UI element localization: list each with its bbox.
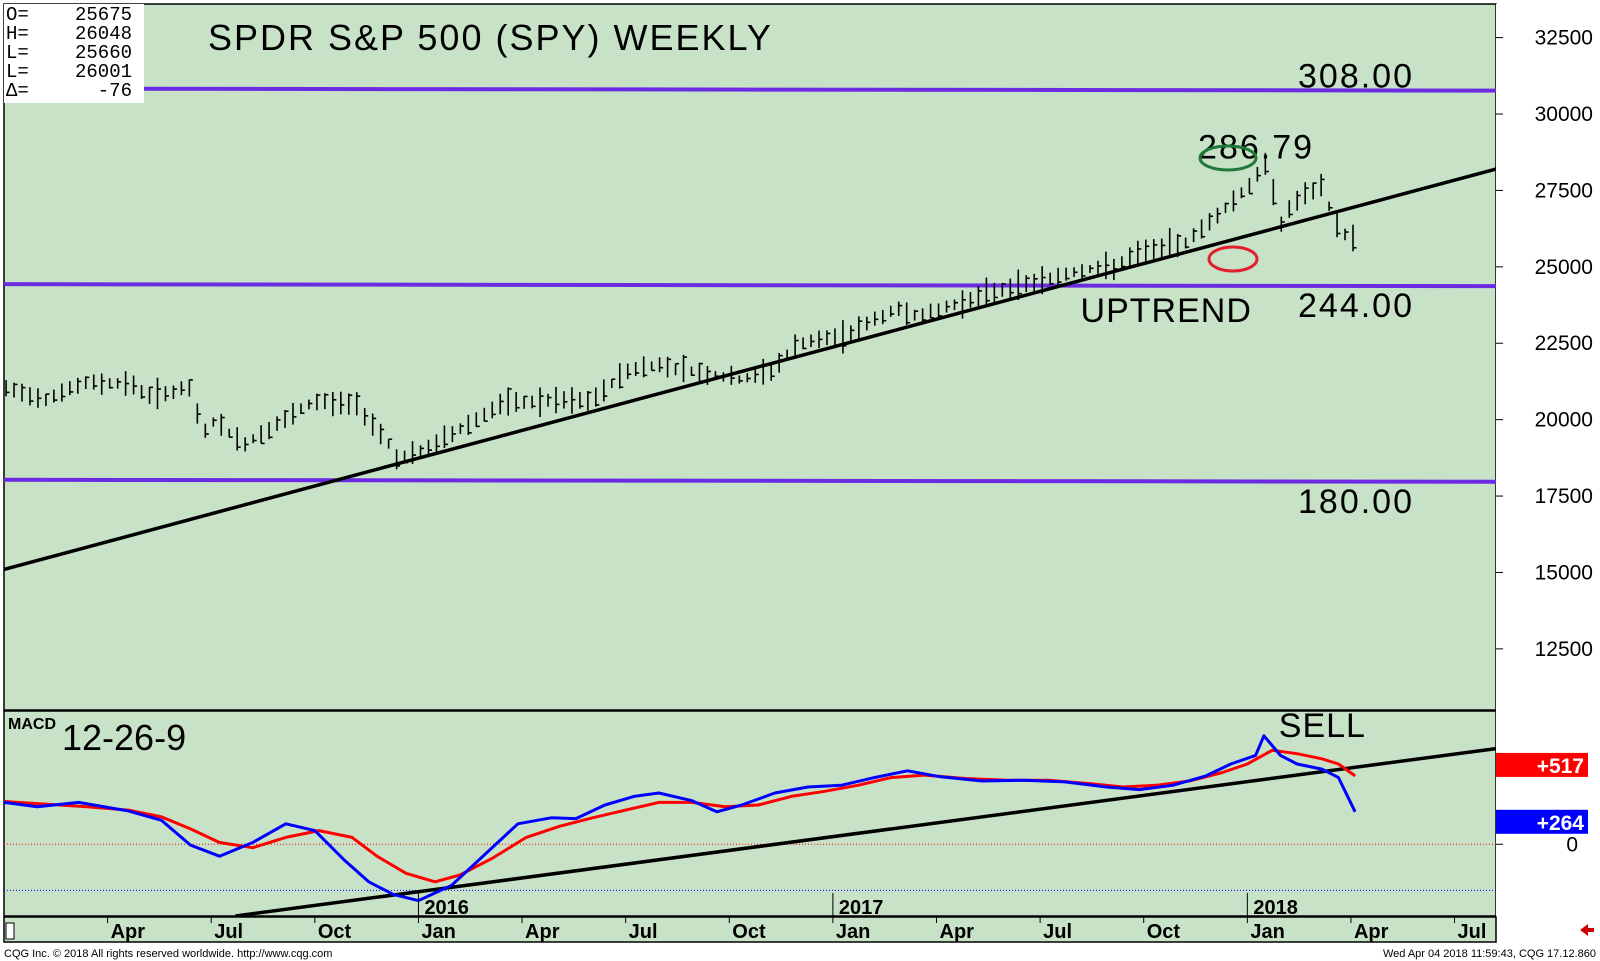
level-label: 308.00 — [1298, 58, 1414, 96]
y-tick-label: 30000 — [1535, 103, 1593, 126]
ohlc-label: L= — [6, 61, 29, 83]
axis-background — [1496, 4, 1596, 942]
scroll-handle[interactable] — [5, 922, 15, 940]
macd-line — [3, 734, 1357, 903]
y-tick-label: 25000 — [1535, 256, 1593, 279]
trendline — [3, 167, 1497, 572]
x-tick-label: Oct — [1147, 921, 1181, 943]
ohlc-label: Δ= — [6, 80, 29, 102]
value-badge — [1496, 809, 1588, 834]
ohlc-label: O= — [6, 4, 29, 26]
year-label: 2018 — [1253, 897, 1298, 919]
x-tick-label: Jan — [836, 921, 870, 943]
y-tick-label: 15000 — [1535, 561, 1593, 584]
ohlc-label: L= — [6, 42, 29, 64]
macd-parameters: 12-26-9 — [62, 717, 186, 758]
horizontal-line — [3, 477, 1497, 484]
x-tick-label: Jul — [1458, 921, 1487, 943]
high-marker-ellipse — [1198, 144, 1258, 172]
low-marker-ellipse — [1207, 245, 1259, 273]
x-tick-label: Apr — [940, 921, 975, 943]
x-tick-label: Apr — [1354, 921, 1389, 943]
value-badge-label: +264 — [1537, 812, 1585, 835]
ohlc-value: 25675 — [75, 4, 132, 26]
footer-copyright: CQG Inc. © 2018 All rights reserved worl… — [4, 948, 332, 960]
uptrend-label: UPTREND — [1081, 292, 1252, 330]
value-badge-label: +517 — [1537, 755, 1584, 778]
x-tick-label: Apr — [111, 921, 146, 943]
y-tick-label: 17500 — [1535, 485, 1593, 508]
y-tick-label: 22500 — [1535, 332, 1593, 355]
ohlc-value: 25660 — [75, 42, 132, 64]
support-resistance-lines — [3, 86, 1497, 484]
x-tick-label: Jul — [629, 921, 658, 943]
y-tick-label: 27500 — [1535, 179, 1593, 202]
ohlc-value: 26048 — [75, 23, 132, 45]
sell-label: SELL — [1279, 707, 1366, 745]
level-label: 180.00 — [1298, 483, 1414, 521]
ohlc-label: H= — [6, 23, 29, 45]
level-label: 244.00 — [1298, 287, 1414, 325]
macd-annotations: SELL — [1279, 707, 1366, 745]
x-tick-label: Jul — [1043, 921, 1072, 943]
x-tick-label: Jan — [421, 921, 455, 943]
x-tick-label: Apr — [525, 921, 560, 943]
uptrend-line — [3, 167, 1497, 572]
macd-zero-label: 0 — [1566, 833, 1578, 856]
right-axis: 32500 30000 27500 25000 22500 20000 17500 15000… — [1496, 4, 1596, 942]
y-tick-label: 20000 — [1535, 409, 1593, 432]
horizontal-line — [3, 282, 1497, 289]
scroll-right-arrow-icon[interactable] — [1580, 924, 1594, 936]
x-tick-label: Oct — [318, 921, 352, 943]
ohlc-value: -76 — [98, 80, 132, 102]
price-bars — [5, 152, 1357, 470]
y-tick-label: 12500 — [1535, 638, 1593, 661]
macd-panel-background — [3, 710, 1497, 917]
value-badge — [1496, 752, 1588, 777]
x-tick-label: Jul — [214, 921, 243, 943]
year-label: 2016 — [424, 897, 469, 919]
macd-series — [3, 734, 1357, 903]
ohlc-readout — [4, 4, 144, 103]
year-label: 2017 — [839, 897, 884, 919]
y-tick-label: 32500 — [1535, 27, 1593, 50]
x-tick-label: Oct — [732, 921, 766, 943]
ohlc-value: 26001 — [75, 61, 132, 83]
chart-title: SPDR S&P 500 (SPY) WEEKLY — [208, 17, 773, 58]
macd-label: MACD — [8, 716, 56, 733]
price-panel-background — [3, 3, 1497, 711]
footer-timestamp: Wed Apr 04 2018 11:59:43, CQG 17.12.860 — [1383, 948, 1596, 960]
x-tick-label: Jan — [1250, 921, 1284, 943]
horizontal-line — [3, 86, 1497, 93]
macd-panel: SELL MACD 12-26-9 — [3, 707, 1497, 918]
